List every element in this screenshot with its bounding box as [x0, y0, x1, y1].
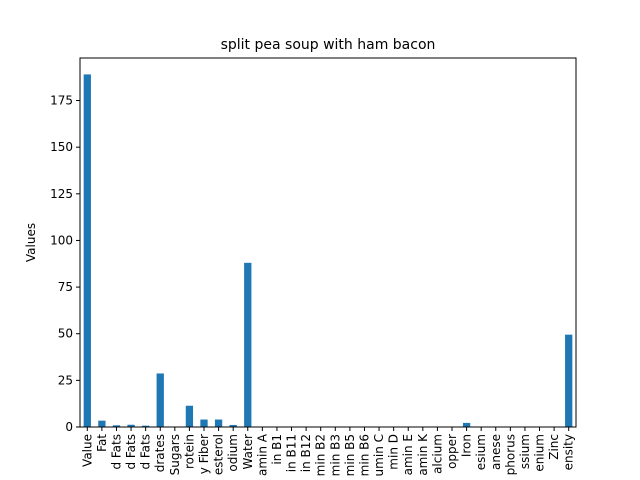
- y-axis: 0 25 50 75 100 125 150 175: [50, 94, 80, 434]
- bars-group: [83, 74, 573, 428]
- bar: [185, 405, 194, 427]
- x-tick-label: anese: [489, 434, 503, 470]
- bar: [244, 262, 252, 427]
- x-tick-label: in B1: [270, 434, 284, 465]
- y-tick-label: 0: [65, 420, 73, 434]
- x-tick-label: d Fats: [109, 434, 123, 470]
- bar: [229, 424, 237, 427]
- bar: [200, 419, 208, 427]
- x-tick-label: y Fiber: [197, 434, 211, 474]
- x-tick-label: in B12: [299, 434, 313, 472]
- y-tick-label: 25: [58, 373, 73, 387]
- y-tick-label: 100: [50, 233, 73, 247]
- x-tick-label: umin C: [372, 434, 386, 476]
- bar: [142, 425, 150, 427]
- bar: [98, 420, 106, 427]
- x-tick-label: Zinc: [547, 434, 561, 460]
- x-tick-label: amin K: [416, 433, 430, 476]
- x-tick-label: min D: [387, 434, 401, 470]
- x-tick-label: in B11: [285, 434, 299, 472]
- x-tick-label: esium: [474, 434, 488, 470]
- bar: [462, 422, 471, 427]
- y-axis-label: Values: [24, 223, 38, 262]
- bar: [83, 74, 91, 428]
- x-tick-label: opper: [445, 434, 459, 469]
- x-tick-label: min B5: [343, 434, 357, 476]
- x-tick-label: alcium: [430, 434, 444, 474]
- bar: [214, 419, 223, 427]
- y-tick-label: 50: [58, 327, 73, 341]
- x-tick-label: rotein: [182, 434, 196, 469]
- bar: [156, 373, 164, 427]
- x-tick-label: esterol: [212, 434, 226, 475]
- chart-title: split pea soup with ham bacon: [221, 37, 436, 53]
- x-tick-label: ssium: [518, 434, 532, 469]
- x-tick-label: min B3: [328, 434, 342, 476]
- x-tick-label: d Fats: [139, 434, 153, 470]
- x-tick-label: d Fats: [124, 434, 138, 470]
- bar: [112, 425, 121, 427]
- x-tick-label: Value: [80, 434, 94, 467]
- x-tick-label: Iron: [460, 434, 474, 457]
- x-tick-label: Sugars: [168, 434, 182, 475]
- bar: [565, 334, 573, 427]
- y-tick-label: 75: [58, 280, 73, 294]
- bar: [127, 424, 135, 427]
- x-tick-label: min B6: [357, 434, 371, 476]
- x-tick-label: enium: [533, 434, 547, 472]
- x-axis: Value Fat d Fats d Fats d Fats drates Sugars ro…: [80, 427, 576, 476]
- x-tick-label: amin E: [401, 434, 415, 475]
- x-tick-label: Water: [241, 434, 255, 470]
- y-tick-label: 125: [50, 187, 73, 201]
- x-tick-label: min B2: [314, 434, 328, 476]
- y-tick-label: 150: [50, 140, 73, 154]
- x-tick-label: Fat: [95, 434, 109, 452]
- plot-frame: [79, 57, 577, 428]
- x-tick-label: ensity: [562, 434, 576, 470]
- x-tick-label: amin A: [255, 433, 269, 476]
- y-tick-label: 175: [50, 94, 73, 108]
- x-tick-label: phorus: [503, 434, 517, 475]
- x-tick-label: odium: [226, 434, 240, 472]
- x-tick-label: drates: [153, 434, 167, 472]
